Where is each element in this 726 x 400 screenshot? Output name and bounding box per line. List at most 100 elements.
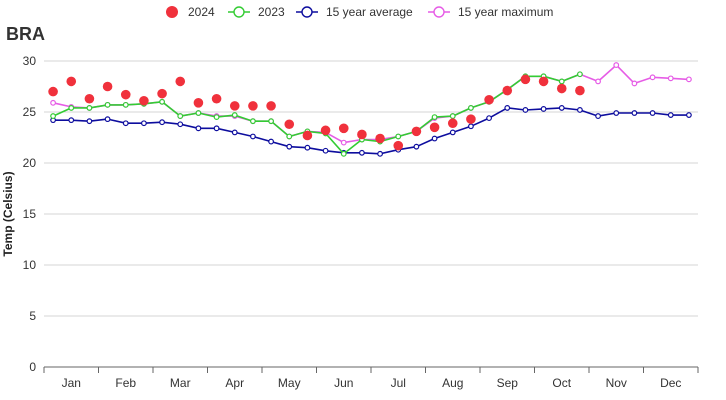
point-2023: [177, 113, 184, 119]
point-2024: [502, 85, 513, 96]
point-2024: [284, 119, 295, 130]
point-2024: [447, 118, 458, 129]
point-15-year-average: [449, 129, 456, 136]
series-2024: [48, 74, 585, 151]
point-2024: [575, 85, 585, 96]
point-2023: [159, 98, 165, 105]
point-15-year-maximum: [649, 74, 656, 81]
x-tick-label: Jul: [391, 376, 406, 390]
point-15-year-average: [268, 138, 274, 145]
point-15-year-average: [667, 112, 674, 118]
point-2023: [195, 110, 202, 116]
x-tick-label: May: [278, 376, 301, 390]
y-tick-label: 5: [29, 309, 36, 323]
legend-item-2024[interactable]: 2024: [166, 5, 215, 19]
series-line-2023: [52, 73, 581, 155]
point-15-year-maximum: [686, 76, 692, 83]
point-2024: [357, 129, 367, 140]
point-2024: [139, 95, 149, 106]
point-15-year-average: [231, 129, 238, 136]
point-2023: [286, 133, 293, 140]
x-tick-label: Nov: [606, 376, 627, 390]
y-tick-label: 25: [23, 105, 37, 119]
point-2024: [102, 81, 113, 92]
point-15-year-average: [540, 106, 547, 112]
point-15-year-average: [68, 117, 75, 124]
point-2023: [104, 101, 111, 108]
legend-marker-15-year-average: [301, 6, 313, 18]
legend-label-2024: 2024: [188, 5, 215, 19]
point-15-year-average: [377, 150, 383, 157]
legend-marker-2023: [233, 6, 245, 18]
legend-item-15-year-maximum[interactable]: 15 year maximum: [428, 5, 553, 19]
point-2024: [248, 101, 258, 111]
point-15-year-average: [86, 118, 93, 125]
legend-label-15-year-maximum: 15 year maximum: [458, 5, 553, 19]
legend[interactable]: 2024 2023 15 year average 15 year maximum: [166, 5, 553, 19]
point-2023: [268, 118, 274, 125]
point-2024: [411, 126, 422, 137]
point-15-year-average: [468, 123, 474, 130]
point-2024: [193, 98, 204, 108]
legend-label-2023: 2023: [258, 5, 285, 19]
axes: 0 5 10 15 20 25 30 Jan Feb Mar Apr May Jun Jul Aug Sep O…: [23, 54, 699, 390]
point-15-year-average: [486, 115, 492, 122]
point-15-year-maximum: [595, 78, 601, 85]
point-15-year-average: [250, 133, 256, 140]
point-15-year-average: [141, 120, 147, 127]
point-15-year-average: [631, 110, 638, 116]
x-tick-label: Oct: [552, 376, 571, 390]
point-15-year-average: [577, 107, 583, 113]
point-15-year-average: [177, 121, 184, 128]
series-15-year-average: [50, 105, 692, 157]
point-2023: [86, 105, 93, 111]
point-15-year-average: [286, 143, 293, 150]
point-15-year-maximum: [667, 75, 674, 82]
point-2023: [577, 71, 583, 78]
series: [48, 62, 692, 157]
point-2023: [122, 101, 129, 108]
point-15-year-average: [122, 120, 129, 127]
point-2024: [175, 76, 186, 87]
chart-title: BRA: [6, 24, 45, 44]
y-tick-label: 20: [23, 156, 37, 170]
x-tick-label: Sep: [497, 376, 519, 390]
point-2024: [229, 101, 240, 111]
point-2024: [429, 122, 440, 133]
x-tick-label: Jan: [62, 376, 81, 390]
point-15-year-average: [431, 135, 438, 142]
point-2023: [558, 78, 565, 85]
point-2024: [556, 83, 567, 94]
point-15-year-average: [359, 149, 365, 156]
point-15-year-average: [504, 105, 511, 111]
point-2024: [484, 94, 494, 105]
y-tick-label: 10: [23, 258, 37, 272]
point-2023: [213, 114, 220, 120]
point-2023: [68, 105, 75, 111]
point-15-year-average: [322, 147, 329, 154]
grid: [44, 60, 698, 368]
point-15-year-average: [595, 113, 601, 119]
point-15-year-average: [613, 110, 620, 116]
point-2023: [340, 150, 347, 157]
point-2023: [395, 133, 402, 140]
x-tick-label: Mar: [170, 376, 191, 390]
point-15-year-average: [304, 144, 311, 151]
point-15-year-average: [649, 110, 656, 116]
point-15-year-maximum: [613, 62, 620, 68]
legend-marker-15-year-maximum: [433, 6, 445, 18]
x-tick-label: Feb: [115, 376, 136, 390]
point-2024: [520, 74, 531, 85]
legend-item-2023[interactable]: 2023: [228, 5, 285, 19]
point-15-year-maximum: [340, 139, 347, 146]
point-2024: [211, 93, 222, 104]
x-tick-label: Apr: [225, 376, 244, 390]
point-2024: [48, 86, 58, 97]
x-tick-label: Jun: [334, 376, 353, 390]
point-2024: [338, 123, 349, 134]
y-tick-label: 15: [23, 207, 37, 221]
point-2024: [538, 76, 549, 87]
point-2024: [84, 93, 95, 104]
legend-item-15-year-average[interactable]: 15 year average: [296, 5, 413, 19]
